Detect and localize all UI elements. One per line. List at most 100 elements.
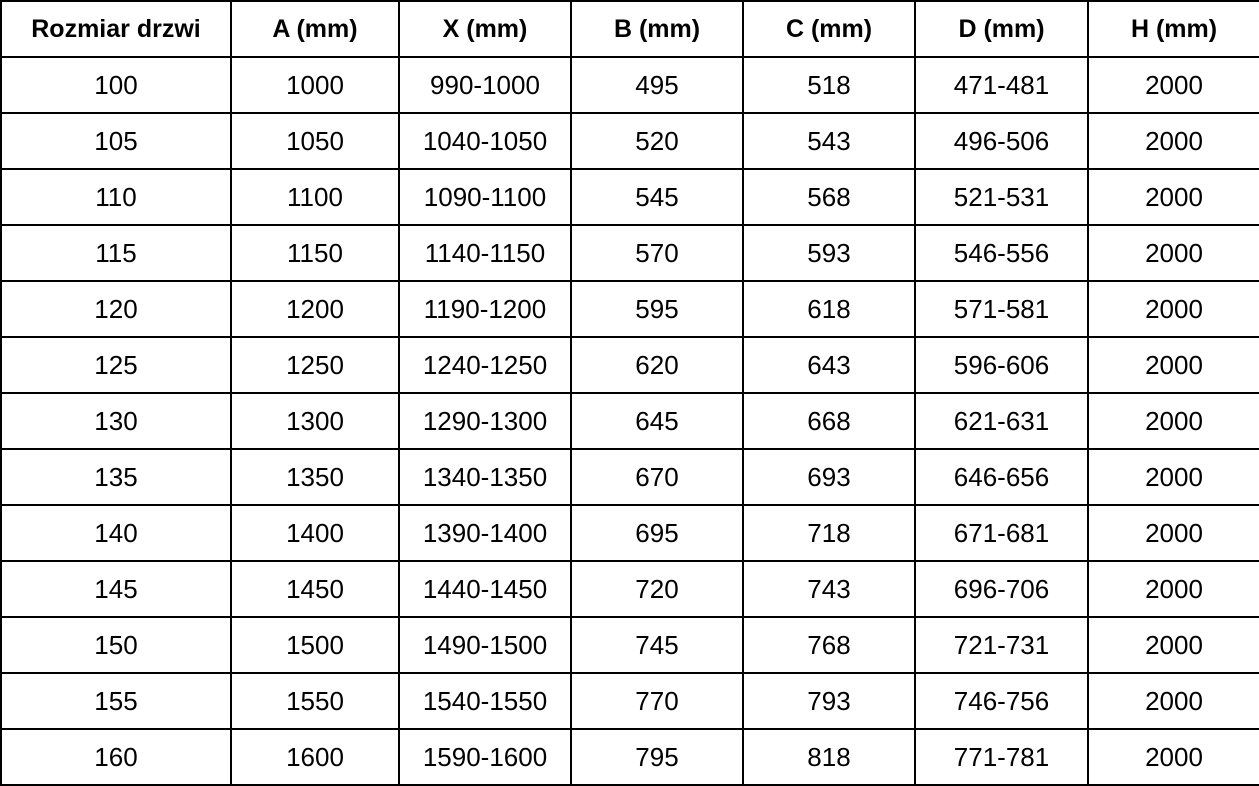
table-cell: 718 (742, 504, 916, 562)
table-cell: 1140-1150 (398, 224, 572, 282)
table-cell: 2000 (1087, 504, 1259, 562)
table-cell: 105 (0, 112, 232, 170)
table-cell: 496-506 (914, 112, 1089, 170)
table-cell: 745 (570, 616, 744, 674)
table-cell: 595 (570, 280, 744, 338)
table-cell: 2000 (1087, 224, 1259, 282)
table-cell: 1600 (230, 728, 400, 786)
table-cell: 140 (0, 504, 232, 562)
table-cell: 518 (742, 56, 916, 114)
table-row: 135 1350 1340-1350 670 693 646-656 2000 (0, 448, 1259, 506)
table-cell: 1100 (230, 168, 400, 226)
table-cell: 2000 (1087, 448, 1259, 506)
table-cell: 2000 (1087, 616, 1259, 674)
table-cell: 568 (742, 168, 916, 226)
table-cell: 1550 (230, 672, 400, 730)
table-cell: 668 (742, 392, 916, 450)
table-cell: 720 (570, 560, 744, 618)
table-row: 145 1450 1440-1450 720 743 696-706 2000 (0, 560, 1259, 618)
table-cell: 546-556 (914, 224, 1089, 282)
table-cell: 1250 (230, 336, 400, 394)
table-cell: 1350 (230, 448, 400, 506)
table-cell: 160 (0, 728, 232, 786)
table-cell: 1490-1500 (398, 616, 572, 674)
table-cell: 670 (570, 448, 744, 506)
table-row: 130 1300 1290-1300 645 668 621-631 2000 (0, 392, 1259, 450)
table-cell: 1150 (230, 224, 400, 282)
header-h-mm: H (mm) (1087, 0, 1259, 58)
table-cell: 1290-1300 (398, 392, 572, 450)
table-row: 105 1050 1040-1050 520 543 496-506 2000 (0, 112, 1259, 170)
table-cell: 2000 (1087, 336, 1259, 394)
table-cell: 596-606 (914, 336, 1089, 394)
header-row: Rozmiar drzwi A (mm) X (mm) B (mm) C (mm… (0, 0, 1259, 58)
table-cell: 1500 (230, 616, 400, 674)
table-row: 160 1600 1590-1600 795 818 771-781 2000 (0, 728, 1259, 786)
table-cell: 155 (0, 672, 232, 730)
table-cell: 2000 (1087, 560, 1259, 618)
table-cell: 471-481 (914, 56, 1089, 114)
table-cell: 721-731 (914, 616, 1089, 674)
table-cell: 1300 (230, 392, 400, 450)
table-row: 100 1000 990-1000 495 518 471-481 2000 (0, 56, 1259, 114)
table-cell: 145 (0, 560, 232, 618)
table-body: 100 1000 990-1000 495 518 471-481 2000 105 1050 1… (0, 56, 1259, 786)
header-c-mm: C (mm) (742, 0, 916, 58)
table-cell: 1200 (230, 280, 400, 338)
header-b-mm: B (mm) (570, 0, 744, 58)
table-cell: 671-681 (914, 504, 1089, 562)
table-cell: 495 (570, 56, 744, 114)
table-cell: 696-706 (914, 560, 1089, 618)
table-cell: 643 (742, 336, 916, 394)
table-cell: 990-1000 (398, 56, 572, 114)
table-row: 110 1100 1090-1100 545 568 521-531 2000 (0, 168, 1259, 226)
table-cell: 100 (0, 56, 232, 114)
table-cell: 120 (0, 280, 232, 338)
table-cell: 1590-1600 (398, 728, 572, 786)
table-cell: 1400 (230, 504, 400, 562)
table-cell: 130 (0, 392, 232, 450)
table-cell: 621-631 (914, 392, 1089, 450)
table-cell: 1390-1400 (398, 504, 572, 562)
table-cell: 543 (742, 112, 916, 170)
table-cell: 2000 (1087, 392, 1259, 450)
header-d-mm: D (mm) (914, 0, 1089, 58)
table-row: 120 1200 1190-1200 595 618 571-581 2000 (0, 280, 1259, 338)
table-cell: 1050 (230, 112, 400, 170)
header-rozmiar-drzwi: Rozmiar drzwi (0, 0, 232, 58)
table-cell: 693 (742, 448, 916, 506)
table-cell: 645 (570, 392, 744, 450)
table-cell: 593 (742, 224, 916, 282)
table-header: Rozmiar drzwi A (mm) X (mm) B (mm) C (mm… (0, 0, 1259, 58)
table-cell: 2000 (1087, 280, 1259, 338)
table-cell: 110 (0, 168, 232, 226)
table-cell: 646-656 (914, 448, 1089, 506)
table-cell: 771-781 (914, 728, 1089, 786)
table-cell: 618 (742, 280, 916, 338)
table-cell: 1000 (230, 56, 400, 114)
table-cell: 1440-1450 (398, 560, 572, 618)
table-cell: 1540-1550 (398, 672, 572, 730)
table-cell: 2000 (1087, 728, 1259, 786)
table-cell: 570 (570, 224, 744, 282)
table-cell: 150 (0, 616, 232, 674)
table-cell: 571-581 (914, 280, 1089, 338)
table-cell: 1340-1350 (398, 448, 572, 506)
table-cell: 1450 (230, 560, 400, 618)
table-row: 150 1500 1490-1500 745 768 721-731 2000 (0, 616, 1259, 674)
table-cell: 768 (742, 616, 916, 674)
table-row: 155 1550 1540-1550 770 793 746-756 2000 (0, 672, 1259, 730)
table-cell: 770 (570, 672, 744, 730)
header-x-mm: X (mm) (398, 0, 572, 58)
table-cell: 2000 (1087, 168, 1259, 226)
table-row: 140 1400 1390-1400 695 718 671-681 2000 (0, 504, 1259, 562)
table-cell: 125 (0, 336, 232, 394)
table-cell: 793 (742, 672, 916, 730)
table-cell: 620 (570, 336, 744, 394)
table-cell: 695 (570, 504, 744, 562)
table-cell: 1240-1250 (398, 336, 572, 394)
table-cell: 2000 (1087, 112, 1259, 170)
table-cell: 2000 (1087, 56, 1259, 114)
